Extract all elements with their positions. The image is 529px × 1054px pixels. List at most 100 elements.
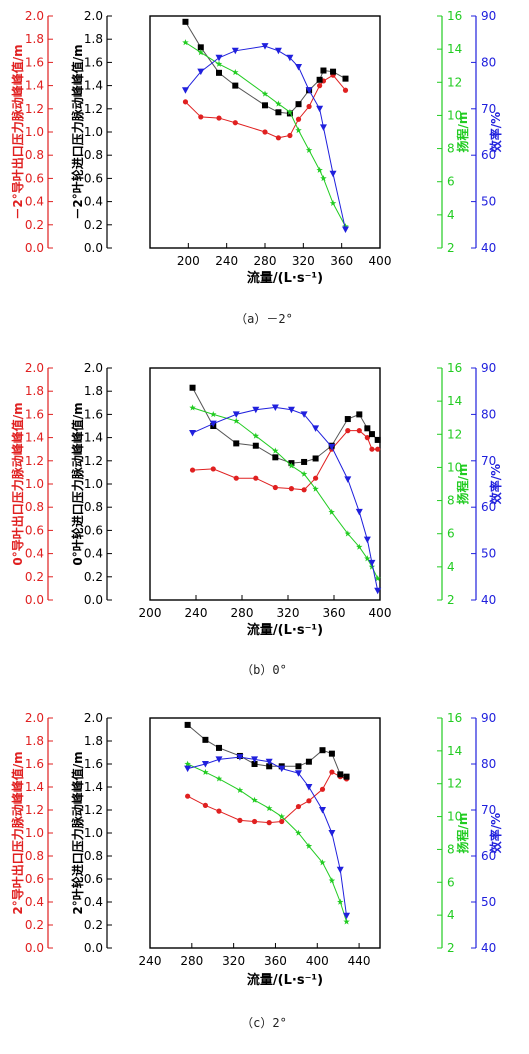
data-point <box>265 758 273 766</box>
red-tick-label: 1.0 <box>25 125 44 139</box>
data-point <box>342 87 349 93</box>
red-tick-label: 0.6 <box>25 523 44 537</box>
green-tick-label: 4 <box>447 908 455 922</box>
green-series-line <box>192 407 379 579</box>
red-series <box>185 769 350 826</box>
data-point <box>275 109 282 116</box>
data-point <box>345 428 351 434</box>
data-point <box>301 487 307 493</box>
data-point <box>286 108 294 115</box>
data-point <box>344 416 351 423</box>
data-point <box>251 818 258 825</box>
data-point <box>266 820 272 826</box>
green-axis-title: 扬程/m <box>455 112 470 153</box>
data-point <box>252 406 260 414</box>
black-tick-label: 1.0 <box>84 477 103 491</box>
data-point <box>295 763 302 770</box>
green-tick-label: 10 <box>447 460 462 474</box>
data-point <box>328 830 336 837</box>
x-axis-title: 流量/(L·s⁻¹) <box>247 270 323 286</box>
x-axis: 240 280 320 360 400 440 <box>139 943 371 968</box>
red-tick-label: 2.0 <box>25 361 44 375</box>
green-tick-label: 8 <box>447 142 455 156</box>
data-point <box>305 842 313 849</box>
data-point <box>364 425 371 432</box>
black-tick-label: 0.4 <box>84 195 103 209</box>
data-point <box>300 470 308 477</box>
data-point <box>232 82 239 89</box>
green-tick-label: 14 <box>447 394 462 408</box>
data-point <box>364 435 370 441</box>
chart-2deg: 240 280 320 360 400 440 流量/(L·s⁻¹) 0.0 0.2 0.4 0.6… <box>0 702 529 1054</box>
red-tick-label: 1.8 <box>25 32 44 46</box>
data-point <box>329 199 337 207</box>
data-point <box>368 563 376 570</box>
red-tick-label: 0.0 <box>25 941 44 955</box>
blue-tick-label: 90 <box>481 361 496 375</box>
data-point <box>319 747 326 754</box>
data-point <box>374 587 382 595</box>
blue-axis-title: 效率/% <box>488 112 503 152</box>
black-tick-label: 2.0 <box>84 711 103 725</box>
green-y-axis: 2 4 6 8 10 12 14 16 扬程/m <box>437 711 470 955</box>
blue-series <box>181 43 349 233</box>
data-point <box>189 467 196 473</box>
red-tick-label: 0.2 <box>25 570 44 584</box>
data-point <box>278 813 285 820</box>
x-tick-label: 280 <box>254 254 277 268</box>
blue-tick-label: 90 <box>481 711 496 725</box>
data-point <box>355 508 363 516</box>
red-tick-label: 0.0 <box>25 593 44 607</box>
data-point <box>317 83 323 89</box>
data-point <box>265 804 273 812</box>
x-axis-title: 流量/(L·s⁻¹) <box>247 972 323 988</box>
red-tick-label: 0.8 <box>25 500 44 514</box>
data-point <box>294 770 302 777</box>
black-tick-label: 0.2 <box>84 570 103 584</box>
x-tick-label: 280 <box>231 606 254 620</box>
red-tick-label: 2.0 <box>25 9 44 23</box>
data-point <box>261 43 269 50</box>
red-axis-title: 2°导叶出口压力脉动峰峰值/m <box>10 751 25 914</box>
data-point <box>215 775 223 782</box>
data-point <box>272 454 279 461</box>
red-tick-label: 0.4 <box>25 195 44 209</box>
data-point <box>343 912 351 920</box>
black-tick-label: 0.8 <box>84 500 103 514</box>
black-tick-label: 0.2 <box>84 918 103 932</box>
data-point <box>316 76 323 83</box>
blue-y-axis: 40 50 60 70 80 90 效率/% <box>471 711 503 955</box>
green-tick-label: 14 <box>447 744 462 758</box>
black-tick-label: 1.6 <box>84 55 103 69</box>
chart-0deg: 200 240 280 320 360 400 流量/(L·s⁻¹) 0.0 0.2 0.4 0.6… <box>0 352 529 702</box>
data-point <box>356 428 362 434</box>
blue-y-axis: 40 50 60 70 80 90 效率/% <box>471 361 503 607</box>
data-point <box>301 458 308 465</box>
data-point <box>210 466 216 472</box>
blue-tick-label: 60 <box>481 148 496 162</box>
x-tick-label: 320 <box>292 254 315 268</box>
data-point <box>189 404 196 411</box>
green-series <box>189 404 381 582</box>
data-point <box>329 170 337 178</box>
blue-tick-label: 80 <box>481 55 496 69</box>
data-point <box>288 486 295 492</box>
data-point <box>236 786 244 794</box>
data-point <box>364 555 371 562</box>
data-point <box>313 475 319 481</box>
red-tick-label: 0.2 <box>25 218 44 232</box>
chart-minus-2deg: 200 240 280 320 360 400 流量/(L·s⁻¹) 0.0 0.2 0.4 0.6… <box>0 0 529 352</box>
data-point <box>182 39 189 46</box>
plot-frame <box>149 367 381 601</box>
red-tick-label: 0.4 <box>25 547 44 561</box>
black-y-axis: 0.0 0.2 0.4 0.6 0.8 1.0 1.2 1.4 1.6 1.8 2.0 2°叶轮进口压… <box>70 711 112 955</box>
data-point <box>216 115 222 121</box>
data-point <box>261 90 269 97</box>
data-point <box>316 166 323 173</box>
red-tick-label: 1.6 <box>25 55 44 69</box>
black-tick-label: 0.2 <box>84 218 103 232</box>
data-point <box>287 406 295 414</box>
data-point <box>272 447 279 454</box>
x-tick-label: 320 <box>222 954 245 968</box>
black-tick-label: 1.8 <box>84 734 103 748</box>
